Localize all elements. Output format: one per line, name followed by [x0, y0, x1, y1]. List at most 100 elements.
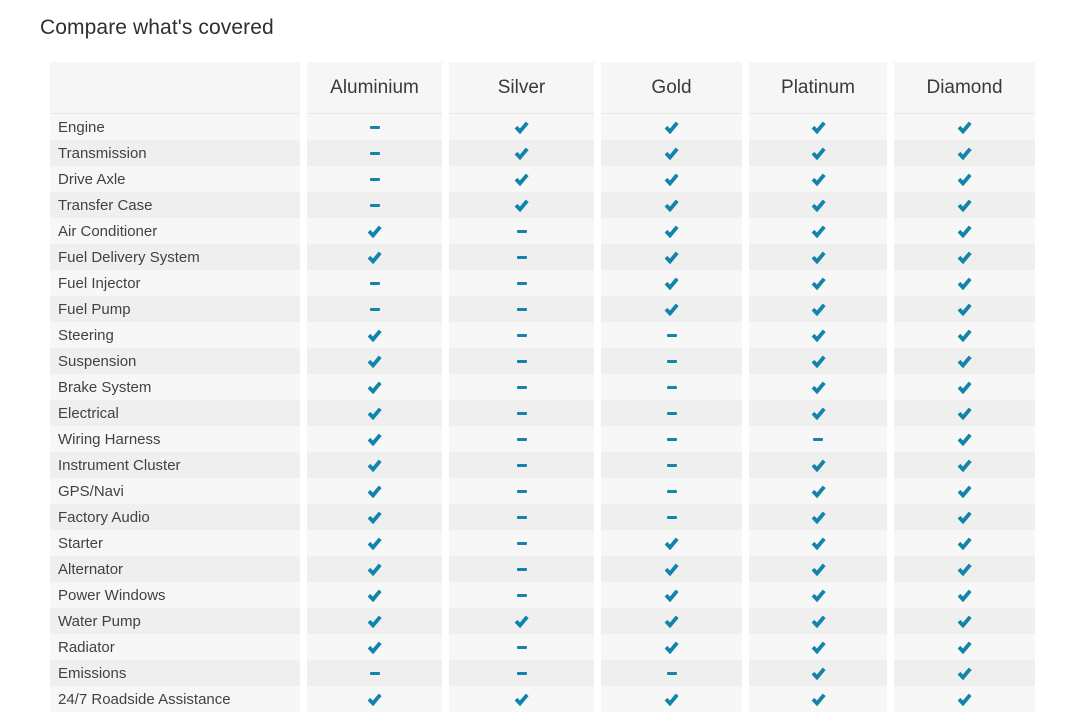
coverage-cell	[894, 192, 1035, 218]
check-icon	[367, 329, 382, 342]
check-icon	[514, 121, 529, 134]
row-label: Suspension	[50, 348, 300, 374]
coverage-cell	[449, 608, 594, 634]
plan-header-gold: Gold	[601, 62, 742, 114]
coverage-cell	[894, 478, 1035, 504]
coverage-compare-page: Compare what's covered Aluminium Silver Go…	[40, 16, 1036, 708]
table-row: Fuel Injector	[50, 270, 1036, 296]
coverage-cell	[749, 530, 887, 556]
check-icon	[664, 303, 679, 316]
check-icon	[957, 147, 972, 160]
table-row: Wiring Harness	[50, 426, 1036, 452]
table-row: Transfer Case	[50, 192, 1036, 218]
dash-icon	[369, 203, 380, 207]
coverage-cell	[749, 582, 887, 608]
coverage-cell	[894, 452, 1035, 478]
coverage-cell	[449, 530, 594, 556]
coverage-cell	[749, 504, 887, 530]
check-icon	[957, 251, 972, 264]
coverage-cell	[307, 166, 442, 192]
dash-icon	[516, 281, 527, 285]
coverage-cell	[894, 296, 1035, 322]
dash-icon	[516, 229, 527, 233]
row-label: Steering	[50, 322, 300, 348]
check-icon	[811, 199, 826, 212]
table-row: Radiator	[50, 634, 1036, 660]
check-icon	[957, 693, 972, 706]
check-icon	[367, 433, 382, 446]
check-icon	[811, 615, 826, 628]
table-row: Instrument Cluster	[50, 452, 1036, 478]
check-icon	[957, 537, 972, 550]
table-row: Water Pump	[50, 608, 1036, 634]
coverage-cell	[894, 504, 1035, 530]
check-icon	[664, 199, 679, 212]
dash-icon	[666, 489, 677, 493]
check-icon	[957, 173, 972, 186]
dash-icon	[369, 671, 380, 675]
coverage-cell	[601, 452, 742, 478]
coverage-cell	[894, 348, 1035, 374]
coverage-cell	[601, 400, 742, 426]
check-icon	[664, 225, 679, 238]
check-icon	[367, 537, 382, 550]
check-icon	[957, 615, 972, 628]
table-row: Transmission	[50, 140, 1036, 166]
check-icon	[367, 563, 382, 576]
check-icon	[367, 407, 382, 420]
check-icon	[957, 641, 972, 654]
coverage-cell	[449, 166, 594, 192]
check-icon	[811, 277, 826, 290]
table-row: Power Windows	[50, 582, 1036, 608]
table-row: Engine	[50, 114, 1036, 140]
table-row: Fuel Delivery System	[50, 244, 1036, 270]
coverage-cell	[894, 582, 1035, 608]
coverage-cell	[449, 452, 594, 478]
table-row: Air Conditioner	[50, 218, 1036, 244]
check-icon	[957, 381, 972, 394]
check-icon	[514, 693, 529, 706]
check-icon	[664, 589, 679, 602]
table-row: Emissions	[50, 660, 1036, 686]
check-icon	[957, 355, 972, 368]
coverage-cell	[307, 478, 442, 504]
plan-header-platinum: Platinum	[749, 62, 887, 114]
coverage-cell	[307, 374, 442, 400]
table-row: Steering	[50, 322, 1036, 348]
coverage-cell	[894, 218, 1035, 244]
check-icon	[664, 121, 679, 134]
coverage-cell	[749, 114, 887, 140]
dash-icon	[813, 437, 823, 441]
row-label: Transfer Case	[50, 192, 300, 218]
check-icon	[957, 199, 972, 212]
coverage-cell	[894, 426, 1035, 452]
check-icon	[811, 121, 826, 134]
coverage-cell	[449, 374, 594, 400]
coverage-cell	[601, 374, 742, 400]
row-label: Instrument Cluster	[50, 452, 300, 478]
row-label: Factory Audio	[50, 504, 300, 530]
row-label: Wiring Harness	[50, 426, 300, 452]
check-icon	[367, 589, 382, 602]
coverage-cell	[749, 634, 887, 660]
dash-icon	[666, 463, 677, 467]
coverage-cell	[749, 426, 887, 452]
check-icon	[811, 667, 826, 680]
row-label: Electrical	[50, 400, 300, 426]
row-label: Fuel Pump	[50, 296, 300, 322]
check-icon	[514, 199, 529, 212]
coverage-cell	[894, 660, 1035, 686]
coverage-cell	[601, 582, 742, 608]
check-icon	[664, 641, 679, 654]
check-icon	[664, 563, 679, 576]
coverage-cell	[601, 192, 742, 218]
check-icon	[957, 667, 972, 680]
coverage-cell	[601, 504, 742, 530]
dash-icon	[666, 411, 677, 415]
check-icon	[957, 563, 972, 576]
coverage-cell	[894, 140, 1035, 166]
coverage-cell	[894, 608, 1035, 634]
coverage-cell	[894, 114, 1035, 140]
coverage-cell	[749, 556, 887, 582]
coverage-cell	[601, 114, 742, 140]
